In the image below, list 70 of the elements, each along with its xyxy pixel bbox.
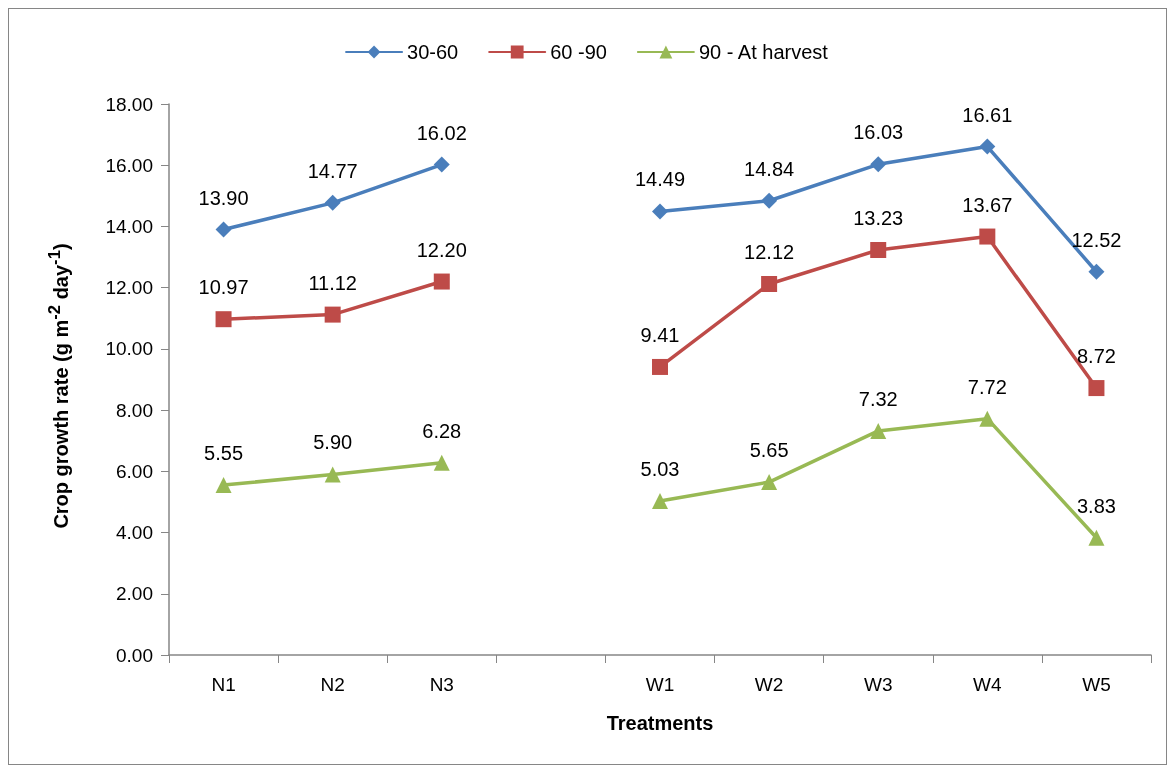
y-tick-label: 0.00	[116, 644, 153, 666]
point	[215, 477, 232, 494]
x-tick-label: W5	[1082, 674, 1111, 695]
data-label: 5.55	[204, 442, 244, 465]
data-label: 14.49	[634, 168, 686, 191]
x-axis-title: Treatments	[606, 712, 714, 734]
point	[979, 410, 996, 427]
y-tick-label: 16.00	[105, 154, 153, 176]
point	[433, 156, 450, 173]
data-label: 12.52	[1071, 228, 1122, 251]
data-label: 12.12	[744, 240, 795, 263]
data-label: 16.03	[853, 121, 904, 144]
point	[1088, 529, 1105, 546]
point	[870, 156, 887, 173]
data-label: 14.77	[307, 159, 358, 182]
legend-label: 60 -90	[550, 41, 607, 63]
data-label: 7.72	[967, 375, 1007, 398]
point	[433, 273, 450, 290]
point	[652, 203, 668, 220]
point	[761, 474, 778, 491]
point	[324, 306, 341, 323]
data-label: 5.90	[313, 431, 353, 454]
point	[870, 242, 887, 259]
point	[652, 493, 668, 510]
data-label: 14.84	[744, 157, 795, 180]
y-tick-label: 10.00	[105, 338, 153, 360]
data-label: 16.02	[416, 121, 467, 144]
data-label: 13.90	[198, 186, 249, 209]
point	[215, 221, 232, 238]
data-label: 13.67	[962, 193, 1013, 216]
data-label: 12.20	[416, 238, 467, 261]
point	[433, 454, 450, 471]
point	[979, 228, 996, 245]
data-label: 3.83	[1076, 494, 1116, 517]
x-tick-label: N1	[211, 674, 236, 695]
y-tick-label: 2.00	[116, 583, 153, 605]
x-tick-label: N2	[320, 674, 345, 695]
data-label: 5.65	[749, 439, 789, 462]
legend-label: 30-60	[407, 41, 459, 63]
point	[979, 138, 996, 155]
y-tick-label: 8.00	[116, 399, 153, 421]
y-tick-label: 14.00	[105, 215, 153, 237]
data-label: 13.23	[853, 207, 904, 230]
data-label: 10.97	[198, 276, 249, 299]
point	[761, 275, 778, 292]
y-tick-label: 12.00	[105, 277, 153, 299]
x-tick-label: W1	[645, 674, 675, 695]
data-label: 9.41	[640, 323, 680, 346]
data-label: 8.72	[1076, 345, 1116, 368]
data-label: 16.61	[962, 103, 1013, 126]
data-label: 5.03	[640, 458, 680, 481]
data-label: 11.12	[308, 271, 357, 294]
x-tick-label: N3	[429, 674, 454, 695]
data-label: 7.32	[858, 387, 898, 410]
point	[870, 422, 887, 439]
point	[1088, 263, 1105, 280]
x-tick-label: W4	[973, 674, 1003, 695]
legend-label: 90 - At harvest	[698, 41, 829, 63]
y-tick-label: 6.00	[116, 460, 153, 482]
data-label: 6.28	[422, 419, 462, 442]
x-tick-label: W3	[863, 674, 893, 695]
point	[1088, 380, 1105, 397]
x-tick-label: W2	[754, 674, 784, 695]
point	[652, 358, 668, 375]
y-tick-label: 4.00	[116, 522, 153, 544]
y-tick-label: 18.00	[105, 93, 153, 115]
point	[324, 194, 341, 211]
point	[324, 466, 341, 483]
point	[215, 311, 232, 328]
point	[761, 192, 778, 209]
